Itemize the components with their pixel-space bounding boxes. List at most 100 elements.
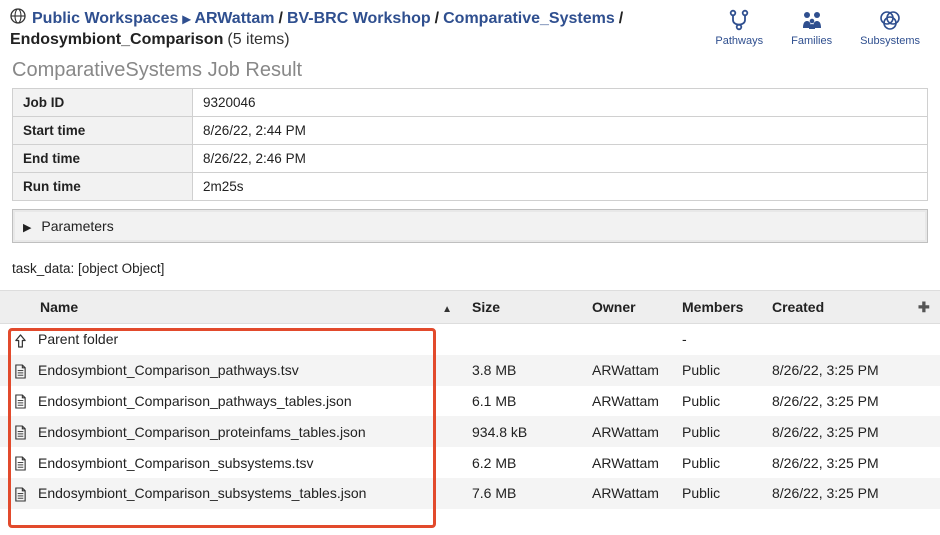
spacer-cell	[432, 324, 462, 355]
file-owner-cell: ARWattam	[582, 447, 672, 478]
file-created-cell: 8/26/22, 3:25 PM	[762, 355, 912, 386]
breadcrumb-user-link[interactable]: ARWattam	[194, 10, 274, 28]
pathways-label: Pathways	[715, 35, 763, 47]
breadcrumb-root-link[interactable]: Public Workspaces	[32, 10, 178, 28]
breadcrumb-slash: /	[278, 10, 282, 28]
action-icons: Pathways Families Subsystems	[715, 8, 930, 47]
pathways-icon	[727, 8, 751, 35]
col-created-header[interactable]: Created	[762, 291, 912, 324]
sort-indicator[interactable]: ▲	[432, 291, 462, 324]
subsystems-action[interactable]: Subsystems	[860, 8, 920, 47]
table-row[interactable]: Endosymbiont_Comparison_proteinfams_tabl…	[0, 416, 940, 447]
file-icon	[0, 386, 28, 417]
file-icon	[0, 416, 28, 447]
families-label: Families	[791, 35, 832, 47]
file-size-cell: 7.6 MB	[462, 478, 582, 509]
topbar: Public Workspaces ▸ ARWattam / BV-BRC Wo…	[0, 0, 940, 53]
breadcrumb: Public Workspaces ▸ ARWattam / BV-BRC Wo…	[10, 8, 715, 29]
file-name-cell: Endosymbiont_Comparison_pathways_tables.…	[28, 386, 432, 417]
meta-value-jobid: 9320046	[193, 89, 928, 117]
spacer-cell	[432, 386, 462, 417]
meta-label-jobid: Job ID	[13, 89, 193, 117]
table-row[interactable]: Endosymbiont_Comparison_pathways_tables.…	[0, 386, 940, 417]
spacer-cell	[432, 478, 462, 509]
families-icon	[800, 8, 824, 35]
file-table: Name ▲ Size Owner Members Created ✚ Pare…	[0, 290, 940, 509]
col-members-header[interactable]: Members	[672, 291, 762, 324]
file-size-cell: 6.2 MB	[462, 447, 582, 478]
sort-up-icon: ▲	[436, 304, 458, 315]
add-column-button[interactable]: ✚	[912, 291, 940, 324]
file-owner-cell: ARWattam	[582, 416, 672, 447]
pathways-action[interactable]: Pathways	[715, 8, 763, 47]
breadcrumb-slash: /	[435, 10, 439, 28]
job-meta-table: Job ID 9320046 Start time 8/26/22, 2:44 …	[12, 88, 928, 201]
file-size-cell	[462, 324, 582, 355]
file-created-cell: 8/26/22, 3:25 PM	[762, 447, 912, 478]
file-members-cell: -	[672, 324, 762, 355]
spacer-cell	[912, 324, 940, 355]
file-created-cell: 8/26/22, 3:25 PM	[762, 478, 912, 509]
breadcrumb-current: Endosymbiont_Comparison	[10, 31, 223, 49]
spacer-cell	[432, 416, 462, 447]
meta-row-run: Run time 2m25s	[13, 173, 928, 201]
file-owner-cell	[582, 324, 672, 355]
file-owner-cell: ARWattam	[582, 386, 672, 417]
section-title: ComparativeSystems Job Result	[0, 53, 940, 88]
file-created-cell: 8/26/22, 3:25 PM	[762, 416, 912, 447]
spacer-cell	[912, 478, 940, 509]
spacer-cell	[432, 447, 462, 478]
meta-value-run: 2m25s	[193, 173, 928, 201]
table-row[interactable]: Parent folder -	[0, 324, 940, 355]
breadcrumb-sep: ▸	[182, 9, 190, 29]
spacer-cell	[912, 355, 940, 386]
up-arrow-icon	[0, 324, 28, 355]
file-size-cell: 6.1 MB	[462, 386, 582, 417]
file-name-cell: Endosymbiont_Comparison_subsystems.tsv	[28, 447, 432, 478]
subsystems-icon	[878, 8, 902, 35]
meta-row-jobid: Job ID 9320046	[13, 89, 928, 117]
task-data-text: task_data: [object Object]	[0, 243, 940, 290]
table-row[interactable]: Endosymbiont_Comparison_pathways.tsv 3.8 …	[0, 355, 940, 386]
spacer-cell	[912, 386, 940, 417]
file-members-cell: Public	[672, 416, 762, 447]
meta-value-end: 8/26/22, 2:46 PM	[193, 145, 928, 173]
families-action[interactable]: Families	[791, 8, 832, 47]
file-members-cell: Public	[672, 386, 762, 417]
file-members-cell: Public	[672, 478, 762, 509]
file-members-cell: Public	[672, 447, 762, 478]
file-icon	[0, 355, 28, 386]
parameters-toggle[interactable]: ▶ Parameters	[12, 209, 928, 243]
file-icon	[0, 478, 28, 509]
table-row[interactable]: Endosymbiont_Comparison_subsystems.tsv 6.…	[0, 447, 940, 478]
file-icon	[0, 447, 28, 478]
breadcrumb-block: Public Workspaces ▸ ARWattam / BV-BRC Wo…	[10, 8, 715, 49]
triangle-right-icon: ▶	[23, 222, 31, 234]
parameters-label: Parameters	[41, 218, 113, 234]
file-created-cell	[762, 324, 912, 355]
file-members-cell: Public	[672, 355, 762, 386]
col-name-header[interactable]: Name	[0, 291, 432, 324]
breadcrumb-line2: Endosymbiont_Comparison (5 items)	[10, 31, 715, 49]
file-size-cell: 3.8 MB	[462, 355, 582, 386]
meta-row-start: Start time 8/26/22, 2:44 PM	[13, 117, 928, 145]
globe-icon	[10, 8, 26, 29]
page-container: Public Workspaces ▸ ARWattam / BV-BRC Wo…	[0, 0, 940, 509]
subsystems-label: Subsystems	[860, 35, 920, 47]
meta-label-run: Run time	[13, 173, 193, 201]
meta-label-end: End time	[13, 145, 193, 173]
file-name-cell: Parent folder	[28, 324, 432, 355]
file-size-cell: 934.8 kB	[462, 416, 582, 447]
table-row[interactable]: Endosymbiont_Comparison_subsystems_table…	[0, 478, 940, 509]
spacer-cell	[912, 447, 940, 478]
meta-row-end: End time 8/26/22, 2:46 PM	[13, 145, 928, 173]
breadcrumb-slash: /	[619, 10, 623, 28]
spacer-cell	[912, 416, 940, 447]
col-size-header[interactable]: Size	[462, 291, 582, 324]
file-name-cell: Endosymbiont_Comparison_pathways.tsv	[28, 355, 432, 386]
file-name-cell: Endosymbiont_Comparison_subsystems_table…	[28, 478, 432, 509]
breadcrumb-path1-link[interactable]: BV-BRC Workshop	[287, 10, 431, 28]
breadcrumb-path2-link[interactable]: Comparative_Systems	[443, 10, 615, 28]
file-owner-cell: ARWattam	[582, 478, 672, 509]
col-owner-header[interactable]: Owner	[582, 291, 672, 324]
